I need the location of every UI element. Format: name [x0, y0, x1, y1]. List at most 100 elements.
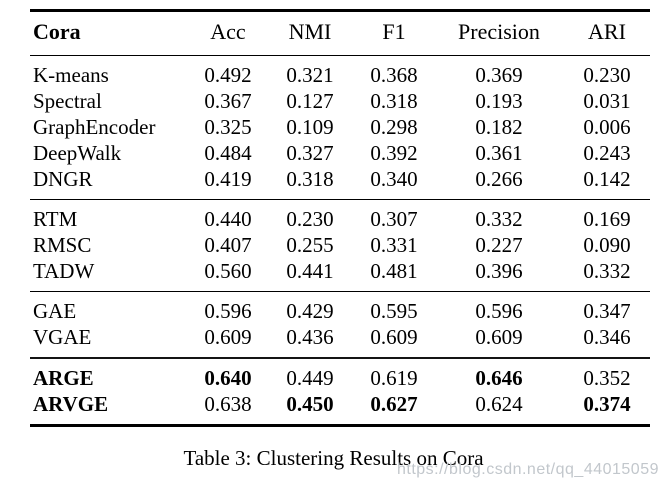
value-cell: 0.419 — [204, 167, 252, 191]
table-group-baselines: K-means 0.492 0.321 0.368 0.369 0.230 Spectral… — [30, 56, 650, 200]
value-cell: 0.450 — [286, 392, 334, 416]
value-cell: 0.481 — [370, 259, 418, 283]
value-cell: 0.298 — [370, 115, 418, 139]
value-cell: 0.441 — [286, 259, 334, 283]
value-cell: 0.006 — [583, 115, 631, 139]
header-cell-acc: Acc — [210, 19, 246, 44]
value-cell: 0.484 — [204, 141, 252, 165]
table-row: TADW 0.560 0.441 0.481 0.396 0.332 — [30, 258, 650, 292]
method-cell: GAE — [33, 299, 77, 323]
header-row: Cora Acc NMI F1 Precision ARI — [30, 11, 650, 56]
method-cell: Spectral — [33, 89, 102, 113]
value-cell: 0.318 — [370, 89, 418, 113]
table-caption: Table 3: Clustering Results on Cora — [183, 446, 484, 470]
table-row: K-means 0.492 0.321 0.368 0.369 0.230 — [30, 56, 650, 89]
value-cell: 0.492 — [204, 63, 252, 87]
value-cell: 0.230 — [583, 63, 631, 87]
value-cell: 0.392 — [370, 141, 418, 165]
table-group-autoencoders: GAE 0.596 0.429 0.595 0.596 0.347 VGAE 0.609 0.4… — [30, 291, 650, 359]
method-cell: DeepWalk — [33, 141, 122, 165]
value-cell: 0.182 — [475, 115, 523, 139]
value-cell: 0.367 — [204, 89, 252, 113]
value-cell: 0.436 — [286, 325, 334, 349]
header-cell-f1: F1 — [382, 19, 406, 44]
table-row: ARGE 0.640 0.449 0.619 0.646 0.352 — [30, 358, 650, 391]
table-row: VGAE 0.609 0.436 0.609 0.609 0.346 — [30, 324, 650, 358]
method-cell: VGAE — [33, 325, 92, 349]
table-row: DNGR 0.419 0.318 0.340 0.266 0.142 — [30, 166, 650, 200]
table-row: GraphEncoder 0.325 0.109 0.298 0.182 0.006 — [30, 114, 650, 140]
value-cell: 0.369 — [475, 63, 523, 87]
table-header: Cora Acc NMI F1 Precision ARI — [30, 11, 650, 56]
value-cell: 0.193 — [475, 89, 523, 113]
value-cell: 0.368 — [370, 63, 418, 87]
value-cell: 0.109 — [286, 115, 334, 139]
value-cell: 0.031 — [583, 89, 631, 113]
value-cell: 0.361 — [475, 141, 523, 165]
value-cell: 0.142 — [583, 167, 631, 191]
method-cell: GraphEncoder — [33, 115, 156, 139]
value-cell: 0.352 — [583, 366, 631, 390]
value-cell: 0.346 — [583, 325, 631, 349]
method-cell: RTM — [33, 207, 78, 231]
table-row: ARVGE 0.638 0.450 0.627 0.624 0.374 — [30, 391, 650, 426]
method-cell: ARVGE — [33, 392, 109, 416]
table-row: RMSC 0.407 0.255 0.331 0.227 0.090 — [30, 232, 650, 258]
value-cell: 0.127 — [286, 89, 334, 113]
value-cell: 0.609 — [475, 325, 523, 349]
value-cell: 0.243 — [583, 141, 631, 165]
value-cell: 0.596 — [475, 299, 523, 323]
table-row: RTM 0.440 0.230 0.307 0.332 0.169 — [30, 200, 650, 233]
csdn-watermark: https://blog.csdn.net/qq_44015059 — [396, 461, 659, 478]
value-cell: 0.646 — [475, 366, 523, 390]
value-cell: 0.340 — [370, 167, 418, 191]
value-cell: 0.318 — [286, 167, 334, 191]
value-cell: 0.230 — [286, 207, 334, 231]
value-cell: 0.332 — [475, 207, 523, 231]
value-cell: 0.327 — [286, 141, 334, 165]
method-cell: ARGE — [33, 366, 94, 390]
value-cell: 0.090 — [583, 233, 631, 257]
value-cell: 0.169 — [583, 207, 631, 231]
value-cell: 0.407 — [204, 233, 252, 257]
method-cell: RMSC — [33, 233, 92, 257]
value-cell: 0.332 — [583, 259, 631, 283]
value-cell: 0.609 — [370, 325, 418, 349]
value-cell: 0.560 — [204, 259, 252, 283]
value-cell: 0.440 — [204, 207, 252, 231]
value-cell: 0.449 — [286, 366, 334, 390]
value-cell: 0.331 — [370, 233, 418, 257]
header-cell-nmi: NMI — [288, 19, 332, 44]
value-cell: 0.321 — [286, 63, 334, 87]
table-row: DeepWalk 0.484 0.327 0.392 0.361 0.243 — [30, 140, 650, 166]
value-cell: 0.266 — [475, 167, 523, 191]
value-cell: 0.374 — [583, 392, 631, 416]
method-cell: DNGR — [33, 167, 93, 191]
value-cell: 0.347 — [583, 299, 631, 323]
table-row: GAE 0.596 0.429 0.595 0.596 0.347 — [30, 292, 650, 325]
value-cell: 0.638 — [204, 392, 252, 416]
table-group-proposed: ARGE 0.640 0.449 0.619 0.646 0.352 ARVGE 0.638 0… — [30, 358, 650, 426]
clustering-results-table: Cora Acc NMI F1 Precision ARI K-means 0.4… — [30, 9, 650, 427]
header-cell-ari: ARI — [588, 19, 626, 44]
value-cell: 0.609 — [204, 325, 252, 349]
header-cell-dataset: Cora — [33, 19, 81, 44]
value-cell: 0.595 — [370, 299, 418, 323]
method-cell: K-means — [33, 63, 109, 87]
header-cell-precision: Precision — [458, 19, 540, 44]
value-cell: 0.619 — [370, 366, 418, 390]
value-cell: 0.627 — [370, 392, 418, 416]
value-cell: 0.307 — [370, 207, 418, 231]
value-cell: 0.624 — [475, 392, 523, 416]
table-group-relational: RTM 0.440 0.230 0.307 0.332 0.169 RMSC 0.407 0.2… — [30, 199, 650, 292]
value-cell: 0.227 — [475, 233, 523, 257]
value-cell: 0.640 — [204, 366, 252, 390]
table-row: Spectral 0.367 0.127 0.318 0.193 0.031 — [30, 88, 650, 114]
value-cell: 0.396 — [475, 259, 523, 283]
value-cell: 0.429 — [286, 299, 334, 323]
method-cell: TADW — [33, 259, 95, 283]
value-cell: 0.325 — [204, 115, 252, 139]
value-cell: 0.255 — [286, 233, 334, 257]
value-cell: 0.596 — [204, 299, 252, 323]
